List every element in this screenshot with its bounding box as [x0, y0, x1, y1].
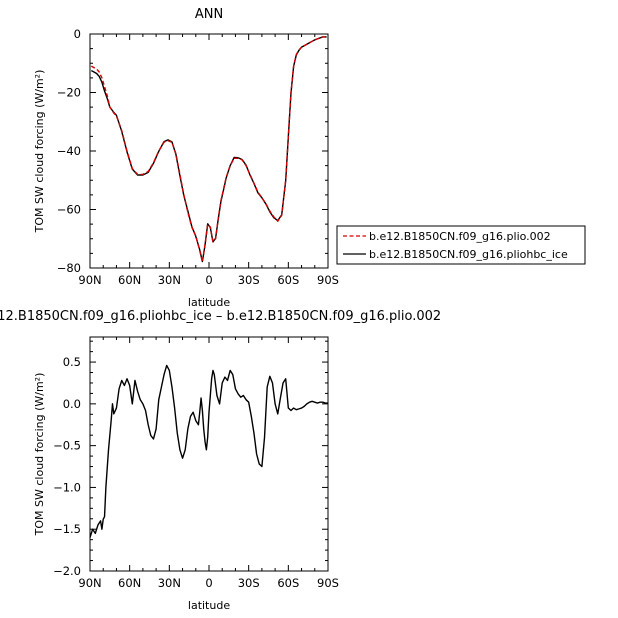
bottom-x-axis-label: latitude	[188, 599, 230, 612]
bottom-plot-frame	[89, 336, 329, 572]
top-x-tick-label: 60N	[118, 273, 141, 287]
bottom-series-group	[89, 364, 328, 538]
bottom-y-ticks: 0.5 0.0 −0.5 −1.0 −1.5 −2.0	[53, 340, 328, 578]
top-x-tick-label: 0	[205, 273, 212, 287]
top-y-tick-label: −20	[57, 86, 81, 100]
bot-x-tick-label: 0	[205, 576, 212, 590]
top-x-tick-label: 90S	[317, 273, 339, 287]
top-x-tick-label: 30N	[158, 273, 181, 287]
top-plot-frame	[89, 33, 329, 269]
top-y-tick-label: −60	[57, 203, 81, 217]
top-x-axis-label: latitude	[188, 296, 230, 309]
top-x-ticks: 90N 60N 30N 0 30S 60S 90S	[78, 34, 339, 287]
top-y-tick-label: 0	[74, 27, 81, 41]
top-x-tick-label: 90N	[78, 273, 101, 287]
top-panel-title: ANN	[195, 7, 223, 22]
top-y-tick-label: −80	[57, 261, 81, 275]
bottom-y-axis-label: TOM SW cloud forcing (W/m²)	[33, 373, 46, 537]
bot-x-tick-label: 90S	[317, 576, 339, 590]
top-series-group	[90, 36, 327, 263]
bot-x-tick-label: 30S	[238, 576, 260, 590]
bottom-x-ticks: 90N 60N 30N 0 30S 60S 90S	[78, 337, 339, 590]
bot-y-tick-label: 0.5	[63, 355, 81, 369]
bot-y-tick-label: −1.0	[53, 480, 81, 494]
bot-x-tick-label: 90N	[78, 576, 101, 590]
top-x-tick-label: 60S	[277, 273, 299, 287]
bottom-panel-title: b.e12.B1850CN.f09_g16.pliohbc_ice – b.e1…	[0, 309, 441, 324]
bot-y-tick-label: −0.5	[53, 439, 81, 453]
legend-entry-pliohbc-ice: b.e12.B1850CN.f09_g16.pliohbc_ice	[369, 248, 568, 261]
top-x-tick-label: 30S	[238, 273, 260, 287]
bot-series-line-0	[89, 364, 328, 538]
bot-x-tick-label: 60N	[118, 576, 141, 590]
bot-x-tick-label: 60S	[277, 576, 299, 590]
top-y-axis-label: TOM SW cloud forcing (W/m²)	[33, 70, 46, 234]
top-panel: ANN 90N 60N 30N 0 30S 60S 90S 0 −20 −40 −60 −80 la…	[33, 7, 339, 309]
legend: b.e12.B1850CN.f09_g16.plio.002 b.e12.B18…	[336, 225, 586, 265]
legend-box	[336, 225, 586, 265]
legend-entry-plio: b.e12.B1850CN.f09_g16.plio.002	[369, 230, 551, 243]
bot-y-tick-label: 0.0	[63, 397, 81, 411]
bot-y-tick-label: −1.5	[53, 522, 81, 536]
bottom-panel: b.e12.B1850CN.f09_g16.pliohbc_ice – b.e1…	[0, 309, 441, 612]
bot-x-tick-label: 30N	[158, 576, 181, 590]
top-series-line-0	[90, 36, 327, 263]
top-y-ticks: 0 −20 −40 −60 −80	[57, 27, 328, 275]
top-y-tick-label: −40	[57, 144, 81, 158]
bot-y-tick-label: −2.0	[53, 564, 81, 578]
